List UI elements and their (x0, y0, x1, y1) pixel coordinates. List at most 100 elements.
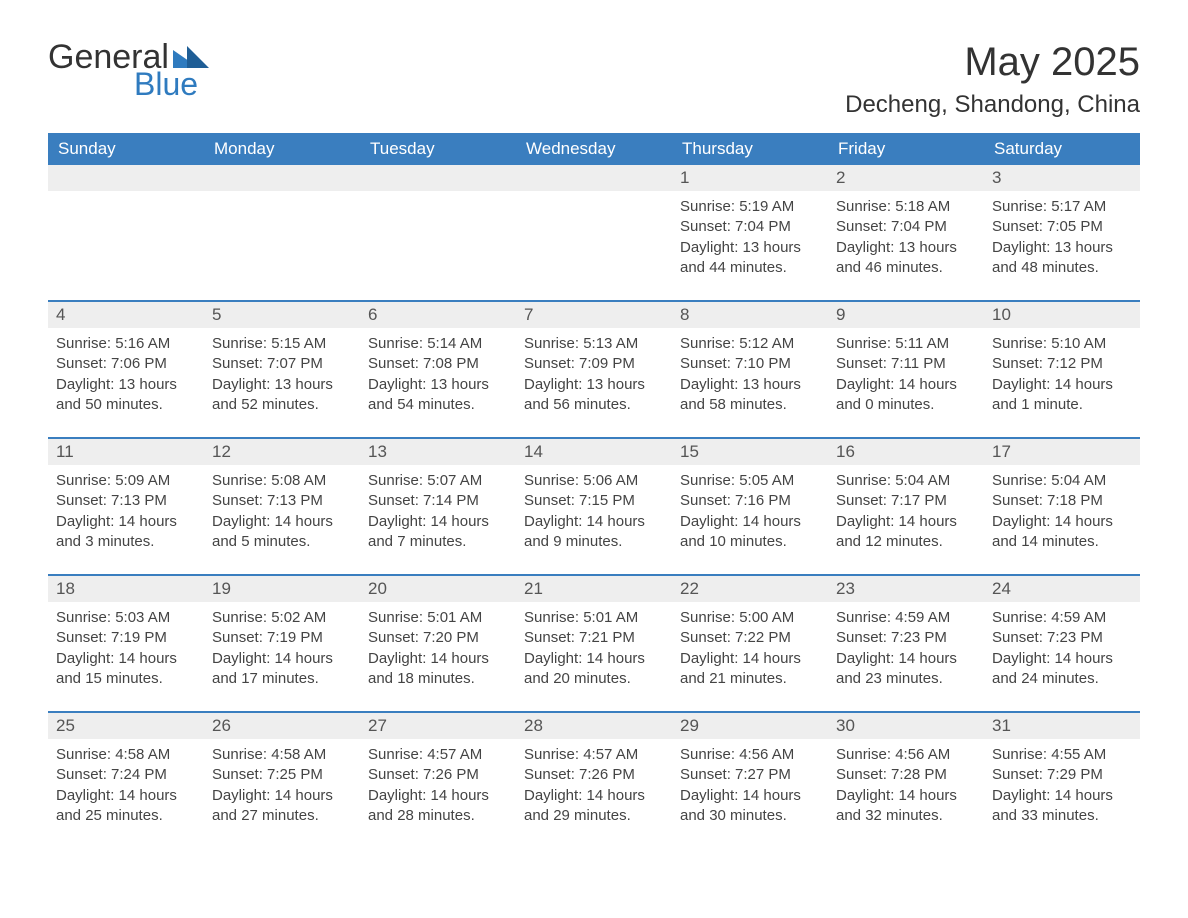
sunset-line: Sunset: 7:04 PM (680, 217, 820, 237)
calendar-cell: 26Sunrise: 4:58 AMSunset: 7:25 PMDayligh… (204, 713, 360, 830)
daylight-line: Daylight: 14 hours and 3 minutes. (56, 512, 196, 553)
sunrise-line: Sunrise: 5:18 AM (836, 197, 976, 217)
calendar-cell: 10Sunrise: 5:10 AMSunset: 7:12 PMDayligh… (984, 302, 1140, 419)
sunrise-line: Sunrise: 5:15 AM (212, 334, 352, 354)
day-details: Sunrise: 4:59 AMSunset: 7:23 PMDaylight:… (984, 602, 1140, 693)
weekday-header: Saturday (984, 133, 1140, 165)
daylight-line: Daylight: 14 hours and 7 minutes. (368, 512, 508, 553)
sunrise-line: Sunrise: 5:00 AM (680, 608, 820, 628)
day-number: 1 (672, 165, 828, 191)
day-number: 12 (204, 439, 360, 465)
day-details: Sunrise: 5:12 AMSunset: 7:10 PMDaylight:… (672, 328, 828, 419)
day-details: Sunrise: 5:03 AMSunset: 7:19 PMDaylight:… (48, 602, 204, 693)
day-details: Sunrise: 5:08 AMSunset: 7:13 PMDaylight:… (204, 465, 360, 556)
day-number: 3 (984, 165, 1140, 191)
calendar-cell: 24Sunrise: 4:59 AMSunset: 7:23 PMDayligh… (984, 576, 1140, 693)
calendar-cell (360, 165, 516, 282)
day-details: Sunrise: 5:00 AMSunset: 7:22 PMDaylight:… (672, 602, 828, 693)
calendar-cell: 2Sunrise: 5:18 AMSunset: 7:04 PMDaylight… (828, 165, 984, 282)
sunset-line: Sunset: 7:12 PM (992, 354, 1132, 374)
day-number: 22 (672, 576, 828, 602)
day-number (360, 165, 516, 191)
weekday-header: Monday (204, 133, 360, 165)
calendar-week: 25Sunrise: 4:58 AMSunset: 7:24 PMDayligh… (48, 711, 1140, 830)
sunrise-line: Sunrise: 5:01 AM (368, 608, 508, 628)
day-number: 24 (984, 576, 1140, 602)
daylight-line: Daylight: 14 hours and 27 minutes. (212, 786, 352, 827)
day-number: 29 (672, 713, 828, 739)
daylight-line: Daylight: 14 hours and 23 minutes. (836, 649, 976, 690)
daylight-line: Daylight: 14 hours and 24 minutes. (992, 649, 1132, 690)
day-details: Sunrise: 4:55 AMSunset: 7:29 PMDaylight:… (984, 739, 1140, 830)
day-number: 14 (516, 439, 672, 465)
calendar-cell: 8Sunrise: 5:12 AMSunset: 7:10 PMDaylight… (672, 302, 828, 419)
daylight-line: Daylight: 13 hours and 54 minutes. (368, 375, 508, 416)
daylight-line: Daylight: 14 hours and 17 minutes. (212, 649, 352, 690)
day-details: Sunrise: 5:01 AMSunset: 7:20 PMDaylight:… (360, 602, 516, 693)
day-details: Sunrise: 5:09 AMSunset: 7:13 PMDaylight:… (48, 465, 204, 556)
calendar-cell: 6Sunrise: 5:14 AMSunset: 7:08 PMDaylight… (360, 302, 516, 419)
daylight-line: Daylight: 14 hours and 18 minutes. (368, 649, 508, 690)
calendar-cell: 15Sunrise: 5:05 AMSunset: 7:16 PMDayligh… (672, 439, 828, 556)
sunrise-line: Sunrise: 5:13 AM (524, 334, 664, 354)
calendar-cell: 1Sunrise: 5:19 AMSunset: 7:04 PMDaylight… (672, 165, 828, 282)
sunrise-line: Sunrise: 4:55 AM (992, 745, 1132, 765)
sunrise-line: Sunrise: 4:58 AM (56, 745, 196, 765)
day-details: Sunrise: 4:57 AMSunset: 7:26 PMDaylight:… (516, 739, 672, 830)
sunset-line: Sunset: 7:07 PM (212, 354, 352, 374)
day-number: 25 (48, 713, 204, 739)
sunset-line: Sunset: 7:21 PM (524, 628, 664, 648)
sunrise-line: Sunrise: 5:10 AM (992, 334, 1132, 354)
sunrise-line: Sunrise: 4:58 AM (212, 745, 352, 765)
day-details: Sunrise: 4:57 AMSunset: 7:26 PMDaylight:… (360, 739, 516, 830)
sunset-line: Sunset: 7:16 PM (680, 491, 820, 511)
day-details: Sunrise: 4:58 AMSunset: 7:24 PMDaylight:… (48, 739, 204, 830)
day-details: Sunrise: 5:06 AMSunset: 7:15 PMDaylight:… (516, 465, 672, 556)
day-details: Sunrise: 5:16 AMSunset: 7:06 PMDaylight:… (48, 328, 204, 419)
day-number: 27 (360, 713, 516, 739)
day-number: 16 (828, 439, 984, 465)
day-number: 9 (828, 302, 984, 328)
sunset-line: Sunset: 7:18 PM (992, 491, 1132, 511)
calendar-cell: 4Sunrise: 5:16 AMSunset: 7:06 PMDaylight… (48, 302, 204, 419)
daylight-line: Daylight: 13 hours and 56 minutes. (524, 375, 664, 416)
day-number: 15 (672, 439, 828, 465)
calendar: SundayMondayTuesdayWednesdayThursdayFrid… (48, 133, 1140, 830)
calendar-cell: 13Sunrise: 5:07 AMSunset: 7:14 PMDayligh… (360, 439, 516, 556)
sunrise-line: Sunrise: 5:16 AM (56, 334, 196, 354)
day-number: 6 (360, 302, 516, 328)
sunset-line: Sunset: 7:13 PM (56, 491, 196, 511)
day-number: 30 (828, 713, 984, 739)
sunset-line: Sunset: 7:22 PM (680, 628, 820, 648)
title-block: May 2025 Decheng, Shandong, China (845, 40, 1140, 119)
day-details: Sunrise: 5:07 AMSunset: 7:14 PMDaylight:… (360, 465, 516, 556)
sunset-line: Sunset: 7:19 PM (56, 628, 196, 648)
sunrise-line: Sunrise: 5:17 AM (992, 197, 1132, 217)
sunset-line: Sunset: 7:08 PM (368, 354, 508, 374)
calendar-cell: 17Sunrise: 5:04 AMSunset: 7:18 PMDayligh… (984, 439, 1140, 556)
daylight-line: Daylight: 14 hours and 1 minute. (992, 375, 1132, 416)
sunrise-line: Sunrise: 5:08 AM (212, 471, 352, 491)
daylight-line: Daylight: 13 hours and 46 minutes. (836, 238, 976, 279)
weekday-header: Tuesday (360, 133, 516, 165)
calendar-cell (204, 165, 360, 282)
sunset-line: Sunset: 7:26 PM (368, 765, 508, 785)
sunset-line: Sunset: 7:15 PM (524, 491, 664, 511)
calendar-cell: 11Sunrise: 5:09 AMSunset: 7:13 PMDayligh… (48, 439, 204, 556)
day-number: 21 (516, 576, 672, 602)
sunset-line: Sunset: 7:14 PM (368, 491, 508, 511)
calendar-week: 18Sunrise: 5:03 AMSunset: 7:19 PMDayligh… (48, 574, 1140, 693)
sunrise-line: Sunrise: 4:56 AM (680, 745, 820, 765)
sunrise-line: Sunrise: 5:03 AM (56, 608, 196, 628)
daylight-line: Daylight: 14 hours and 32 minutes. (836, 786, 976, 827)
sunset-line: Sunset: 7:23 PM (992, 628, 1132, 648)
calendar-cell: 18Sunrise: 5:03 AMSunset: 7:19 PMDayligh… (48, 576, 204, 693)
day-number (48, 165, 204, 191)
day-number (204, 165, 360, 191)
calendar-week: 11Sunrise: 5:09 AMSunset: 7:13 PMDayligh… (48, 437, 1140, 556)
page-header: General Blue May 2025 Decheng, Shandong,… (48, 40, 1140, 119)
daylight-line: Daylight: 14 hours and 0 minutes. (836, 375, 976, 416)
sunrise-line: Sunrise: 5:04 AM (992, 471, 1132, 491)
sunrise-line: Sunrise: 5:06 AM (524, 471, 664, 491)
day-details: Sunrise: 4:58 AMSunset: 7:25 PMDaylight:… (204, 739, 360, 830)
